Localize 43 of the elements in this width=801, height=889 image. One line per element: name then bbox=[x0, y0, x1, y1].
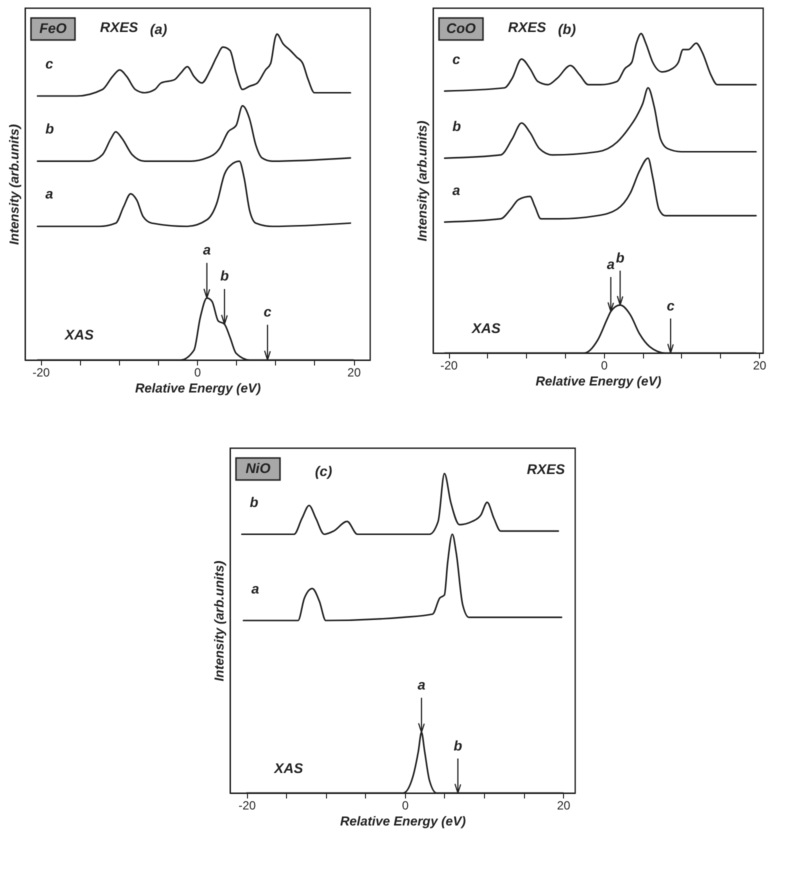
annotation: RXES bbox=[508, 19, 547, 35]
series-label: a bbox=[251, 580, 260, 596]
x-tick-label: 20 bbox=[556, 798, 571, 812]
annotation: b bbox=[454, 737, 463, 754]
series-label: a bbox=[45, 186, 54, 202]
legend-label: c bbox=[452, 51, 460, 68]
x-axis-title: Relative Energy (eV) bbox=[135, 380, 261, 396]
series-label: b bbox=[45, 120, 54, 137]
y-axis-title: Intensity (arb.units) bbox=[6, 124, 22, 245]
x-tick-label: 0 bbox=[600, 358, 608, 372]
annotation: b bbox=[616, 249, 625, 266]
series-label: XAS bbox=[470, 320, 502, 336]
series-label: XAS bbox=[273, 760, 304, 776]
chart-subtitle: (a) bbox=[150, 21, 168, 37]
chart-title: CoO bbox=[446, 20, 476, 36]
annotation: a bbox=[202, 242, 211, 258]
series-label: b bbox=[452, 118, 462, 134]
chart-title: FeO bbox=[39, 20, 67, 36]
legend-label: b bbox=[250, 494, 259, 510]
annotation: b bbox=[220, 268, 230, 284]
y-axis-title: Intensity (arb.units) bbox=[414, 120, 430, 242]
x-tick-label: 20 bbox=[347, 366, 362, 380]
x-tick-label: -20 bbox=[32, 366, 50, 380]
annotation: c bbox=[264, 304, 272, 320]
annotation: a bbox=[418, 676, 426, 693]
chart-subtitle: (c) bbox=[315, 463, 332, 479]
annotation: RXES bbox=[526, 461, 566, 477]
legend-label: c bbox=[45, 55, 54, 72]
x-tick-label: 0 bbox=[194, 366, 202, 380]
chart-title: NiO bbox=[246, 460, 271, 476]
x-tick-label: 20 bbox=[752, 358, 767, 372]
series-label: XAS bbox=[64, 326, 94, 342]
x-axis-title: Relative Energy (eV) bbox=[536, 374, 662, 388]
annotation: c bbox=[666, 297, 675, 314]
x-tick-label: -20 bbox=[238, 798, 256, 812]
annotation: a bbox=[606, 256, 615, 272]
annotation: RXES bbox=[100, 19, 139, 35]
chart-subtitle: (b) bbox=[558, 21, 576, 37]
x-axis-title: Relative Energy (eV) bbox=[340, 814, 466, 828]
y-axis-title: Intensity (arb.units) bbox=[212, 560, 226, 682]
x-tick-label: -20 bbox=[440, 358, 458, 372]
x-tick-label: 0 bbox=[402, 798, 410, 812]
series-label: a bbox=[452, 182, 460, 198]
